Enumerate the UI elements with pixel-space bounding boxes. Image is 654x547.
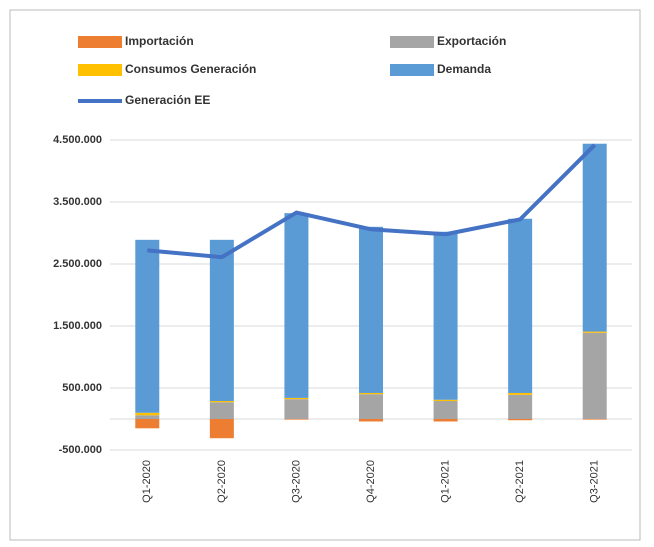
y-tick-label: 2.500.000 (53, 258, 102, 270)
bar-segment (508, 419, 533, 421)
legend-label: Exportación (437, 34, 506, 48)
bar-segment (582, 332, 607, 419)
bar-segment (582, 419, 607, 420)
x-tick-label: Q2-2020 (216, 460, 228, 503)
x-tick-label: Q3-2021 (589, 460, 601, 503)
x-tick-label: Q1-2021 (439, 460, 451, 503)
bar-segment (135, 415, 160, 419)
bar-segment (284, 399, 309, 419)
y-tick-label: 4.500.000 (53, 134, 102, 146)
bar-segment (209, 401, 234, 403)
bar-segment (582, 331, 607, 333)
legend-label: Importación (125, 34, 194, 48)
bar-segment (508, 218, 533, 393)
y-tick-label: 3.500.000 (53, 196, 102, 208)
bar-segment (359, 419, 383, 422)
x-tick-label: Q2-2021 (514, 460, 526, 503)
y-tick-label: 500.000 (62, 382, 102, 394)
legend-swatch (390, 36, 434, 48)
x-tick-label: Q1-2020 (141, 460, 153, 503)
bar-segment (433, 399, 458, 402)
bar-segment (209, 239, 234, 402)
legend-swatch (78, 36, 122, 48)
bar-segment (359, 392, 383, 395)
bar-segment (284, 397, 309, 400)
legend-label: Consumos Generación (125, 62, 256, 76)
bar-segment (135, 239, 160, 413)
legend-label: Generación EE (125, 93, 210, 107)
bar-segment (359, 394, 383, 419)
bar-segment (508, 392, 533, 395)
bar-segment (284, 419, 309, 420)
bar-segment (433, 231, 458, 400)
x-tick-label: Q4-2020 (365, 460, 377, 503)
chart-frame (9, 9, 641, 541)
bar-segment (135, 412, 160, 416)
y-tick-label: -500.000 (59, 444, 102, 456)
bar-segment (433, 401, 458, 419)
bar-segment (209, 419, 234, 439)
legend-swatch (390, 64, 434, 76)
bar-segment (209, 402, 234, 419)
bar-segment (135, 419, 160, 429)
legend-swatch (78, 64, 122, 76)
bar-segment (284, 213, 309, 398)
y-tick-label: 1.500.000 (53, 320, 102, 332)
x-tick-label: Q3-2020 (290, 460, 302, 503)
bar-segment (359, 226, 383, 393)
bar-segment (508, 394, 533, 419)
line-series (147, 143, 597, 260)
legend-label: Demanda (437, 62, 491, 76)
bar-segment (582, 143, 607, 332)
bar-segment (433, 419, 458, 422)
